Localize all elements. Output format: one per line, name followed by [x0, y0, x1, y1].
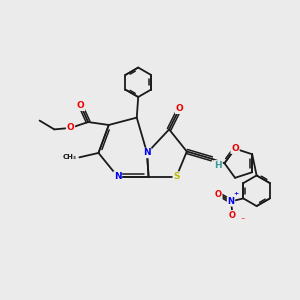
- Text: N: N: [114, 172, 122, 181]
- Text: O: O: [77, 101, 85, 110]
- Text: O: O: [231, 144, 239, 153]
- Text: CH₃: CH₃: [63, 154, 77, 160]
- Text: O: O: [229, 211, 236, 220]
- Text: ⁻: ⁻: [241, 216, 245, 225]
- Text: N: N: [227, 197, 235, 206]
- Text: S: S: [173, 172, 180, 181]
- Text: N: N: [143, 148, 151, 158]
- Text: O: O: [67, 123, 74, 132]
- Text: O: O: [176, 104, 183, 113]
- Text: O: O: [215, 190, 222, 200]
- Text: +: +: [234, 190, 239, 196]
- Text: H: H: [214, 161, 222, 170]
